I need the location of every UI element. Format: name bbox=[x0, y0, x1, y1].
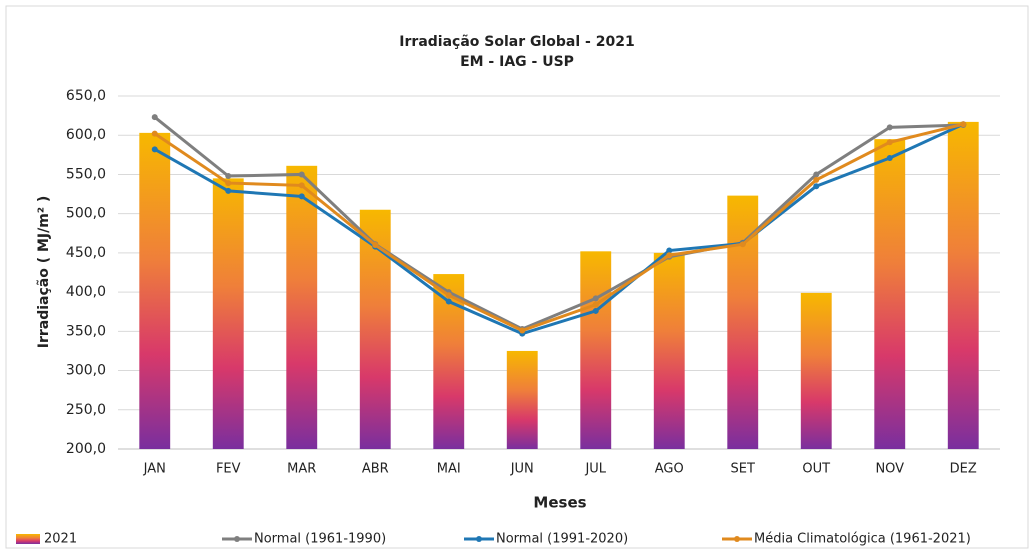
bar bbox=[800, 292, 832, 449]
x-tick-label: JAN bbox=[143, 462, 166, 477]
legend-label: 2021 bbox=[44, 532, 77, 547]
line-marker bbox=[225, 187, 232, 194]
legend-label: Normal (1991-2020) bbox=[496, 532, 628, 547]
line-marker bbox=[813, 171, 820, 178]
line-marker bbox=[592, 301, 599, 308]
legend-swatch bbox=[234, 536, 240, 542]
chart-title: Irradiação Solar Global - 2021 bbox=[399, 34, 634, 50]
bar bbox=[727, 195, 759, 449]
line-marker bbox=[298, 171, 305, 178]
bar bbox=[580, 251, 612, 449]
x-tick-label: NOV bbox=[875, 462, 904, 477]
bar bbox=[874, 139, 906, 449]
bar bbox=[286, 165, 318, 449]
line-marker bbox=[592, 307, 599, 314]
line bbox=[153, 116, 964, 331]
bar bbox=[506, 350, 538, 449]
y-tick-label: 600,0 bbox=[66, 127, 106, 143]
line-marker bbox=[813, 183, 820, 190]
y-tick-label: 300,0 bbox=[66, 363, 106, 379]
y-axis-label: Irradiação ( MJ/m² ) bbox=[36, 196, 52, 349]
x-tick-label: OUT bbox=[802, 462, 830, 477]
x-tick-label: SET bbox=[731, 462, 755, 477]
y-tick-label: 200,0 bbox=[66, 441, 106, 457]
x-tick-label: AGO bbox=[655, 462, 684, 477]
bar bbox=[212, 178, 244, 449]
line-marker bbox=[372, 242, 379, 249]
line-marker bbox=[225, 173, 232, 180]
x-tick-label: JUL bbox=[584, 462, 606, 477]
line-marker bbox=[592, 295, 599, 302]
legend-swatch bbox=[476, 536, 482, 542]
x-tick-label: ABR bbox=[362, 462, 389, 477]
y-tick-label: 550,0 bbox=[66, 166, 106, 182]
line-marker bbox=[445, 292, 452, 299]
line-marker bbox=[886, 139, 893, 146]
bar bbox=[947, 121, 979, 450]
line-marker bbox=[886, 124, 893, 131]
legend-label: Média Climatológica (1961-2021) bbox=[754, 532, 971, 547]
line-marker bbox=[151, 130, 158, 137]
legend-swatch bbox=[16, 534, 40, 544]
chart-subtitle: EM - IAG - USP bbox=[460, 54, 574, 70]
x-tick-label: FEV bbox=[216, 462, 241, 477]
y-tick-label: 250,0 bbox=[66, 402, 106, 418]
bar bbox=[653, 252, 685, 449]
line-marker bbox=[960, 121, 967, 128]
line-marker bbox=[445, 298, 452, 305]
line-marker bbox=[813, 176, 820, 183]
y-tick-label: 650,0 bbox=[66, 88, 106, 104]
line-marker bbox=[225, 180, 232, 187]
x-tick-label: MAR bbox=[287, 462, 316, 477]
line-marker bbox=[298, 193, 305, 200]
x-tick-label: DEZ bbox=[950, 462, 977, 477]
x-tick-label: JUN bbox=[510, 462, 534, 477]
line-marker bbox=[666, 252, 673, 259]
line bbox=[153, 122, 964, 333]
x-tick-label: MAI bbox=[437, 462, 461, 477]
line-marker bbox=[666, 247, 673, 254]
bar bbox=[139, 132, 171, 449]
line-marker bbox=[886, 154, 893, 161]
line-marker bbox=[519, 327, 526, 334]
line-marker bbox=[151, 146, 158, 153]
line-marker bbox=[298, 182, 305, 189]
y-tick-label: 350,0 bbox=[66, 323, 106, 339]
y-tick-label: 400,0 bbox=[66, 284, 106, 300]
legend-swatch bbox=[734, 536, 740, 542]
line bbox=[154, 122, 964, 336]
line-marker bbox=[739, 241, 746, 248]
legend-label: Normal (1961-1990) bbox=[254, 532, 386, 547]
line-marker bbox=[151, 114, 158, 121]
x-axis-label: Meses bbox=[533, 494, 586, 512]
y-tick-label: 500,0 bbox=[66, 206, 106, 222]
y-tick-label: 450,0 bbox=[66, 245, 106, 261]
